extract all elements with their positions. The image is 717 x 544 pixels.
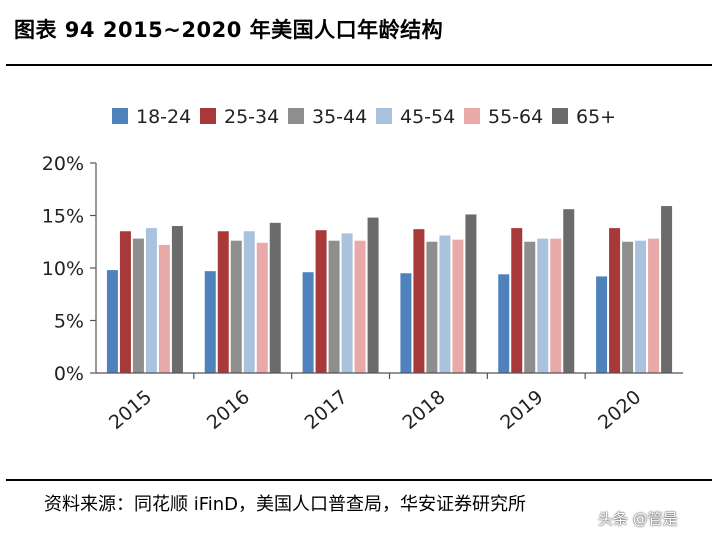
bar-65+-2019 (563, 209, 575, 373)
legend-label: 65+ (576, 106, 616, 128)
bar-45-54-2015 (145, 228, 157, 373)
title-divider (6, 64, 712, 66)
x-tick-label: 2015 (105, 386, 156, 434)
bar-18-24-2019 (498, 274, 510, 373)
x-tick-label: 2016 (203, 386, 254, 434)
bar-25-34-2018 (413, 229, 425, 373)
bar-45-54-2019 (537, 238, 549, 373)
legend-label: 18-24 (136, 106, 191, 128)
bar-25-34-2020 (609, 228, 621, 373)
y-tick-label: 10% (42, 258, 84, 280)
bar-55-64-2016 (256, 242, 268, 373)
bar-55-64-2018 (452, 239, 464, 373)
x-tick-label: 2017 (301, 386, 352, 434)
footer-divider (6, 479, 712, 481)
legend-swatch-35-44 (288, 108, 304, 124)
bar-25-34-2017 (315, 230, 327, 373)
bar-55-64-2015 (158, 244, 170, 373)
legend-label: 35-44 (312, 106, 367, 128)
bar-18-24-2015 (106, 270, 118, 373)
legend-label: 45-54 (400, 106, 455, 128)
bar-35-44-2019 (524, 241, 536, 373)
y-tick-label: 0% (54, 363, 84, 385)
bar-35-44-2017 (328, 240, 340, 373)
bar-65+-2018 (465, 214, 477, 373)
bar-45-54-2020 (635, 240, 647, 373)
x-tick-label: 2020 (594, 386, 645, 434)
y-axis: 0% 5% 10% 15% 20% (42, 153, 97, 385)
bar-45-54-2017 (341, 233, 353, 373)
bar-18-24-2016 (204, 271, 216, 373)
bar-55-64-2020 (648, 238, 660, 373)
bar-chart: 18-24 25-34 35-44 45-54 55-64 65+ 0% 5% 10% 15% 2… (42, 106, 683, 434)
bars-group (106, 206, 673, 373)
bar-35-44-2016 (230, 240, 242, 373)
bar-55-64-2019 (550, 238, 562, 373)
legend-label: 25-34 (224, 106, 279, 128)
chart-legend: 18-24 25-34 35-44 45-54 55-64 65+ (112, 106, 616, 128)
bar-25-34-2015 (119, 231, 131, 373)
x-axis: 2015 2016 2017 2018 2019 2020 (96, 372, 683, 434)
source-note: 资料来源：同花顺 iFinD，美国人口普查局，华安证券研究所 (44, 494, 527, 515)
chart-title: 图表 94 2015~2020 年美国人口年龄结构 (14, 18, 444, 42)
x-tick-label: 2018 (398, 386, 449, 434)
watermark: 头条 @管是 (598, 510, 678, 528)
legend-swatch-65+ (552, 108, 568, 124)
bar-35-44-2018 (426, 241, 438, 373)
bar-18-24-2018 (400, 273, 412, 373)
bar-25-34-2019 (511, 228, 523, 373)
y-tick-label: 5% (54, 311, 84, 333)
bar-18-24-2020 (596, 276, 608, 373)
y-tick-label: 20% (42, 153, 84, 175)
legend-swatch-18-24 (112, 108, 128, 124)
bar-65+-2016 (269, 222, 281, 373)
legend-swatch-45-54 (376, 108, 392, 124)
y-tick-label: 15% (42, 206, 84, 228)
bar-35-44-2020 (622, 241, 634, 373)
legend-swatch-25-34 (200, 108, 216, 124)
bar-35-44-2015 (132, 238, 144, 373)
x-tick-label: 2019 (496, 386, 547, 434)
bar-65+-2015 (171, 226, 183, 373)
legend-swatch-55-64 (464, 108, 480, 124)
bar-25-34-2016 (217, 231, 229, 373)
legend-label: 55-64 (488, 106, 543, 128)
bar-45-54-2018 (439, 235, 451, 373)
bar-65+-2020 (661, 206, 673, 373)
bar-55-64-2017 (354, 240, 366, 373)
bar-18-24-2017 (302, 272, 314, 373)
bar-65+-2017 (367, 217, 379, 373)
bar-45-54-2016 (243, 231, 255, 373)
